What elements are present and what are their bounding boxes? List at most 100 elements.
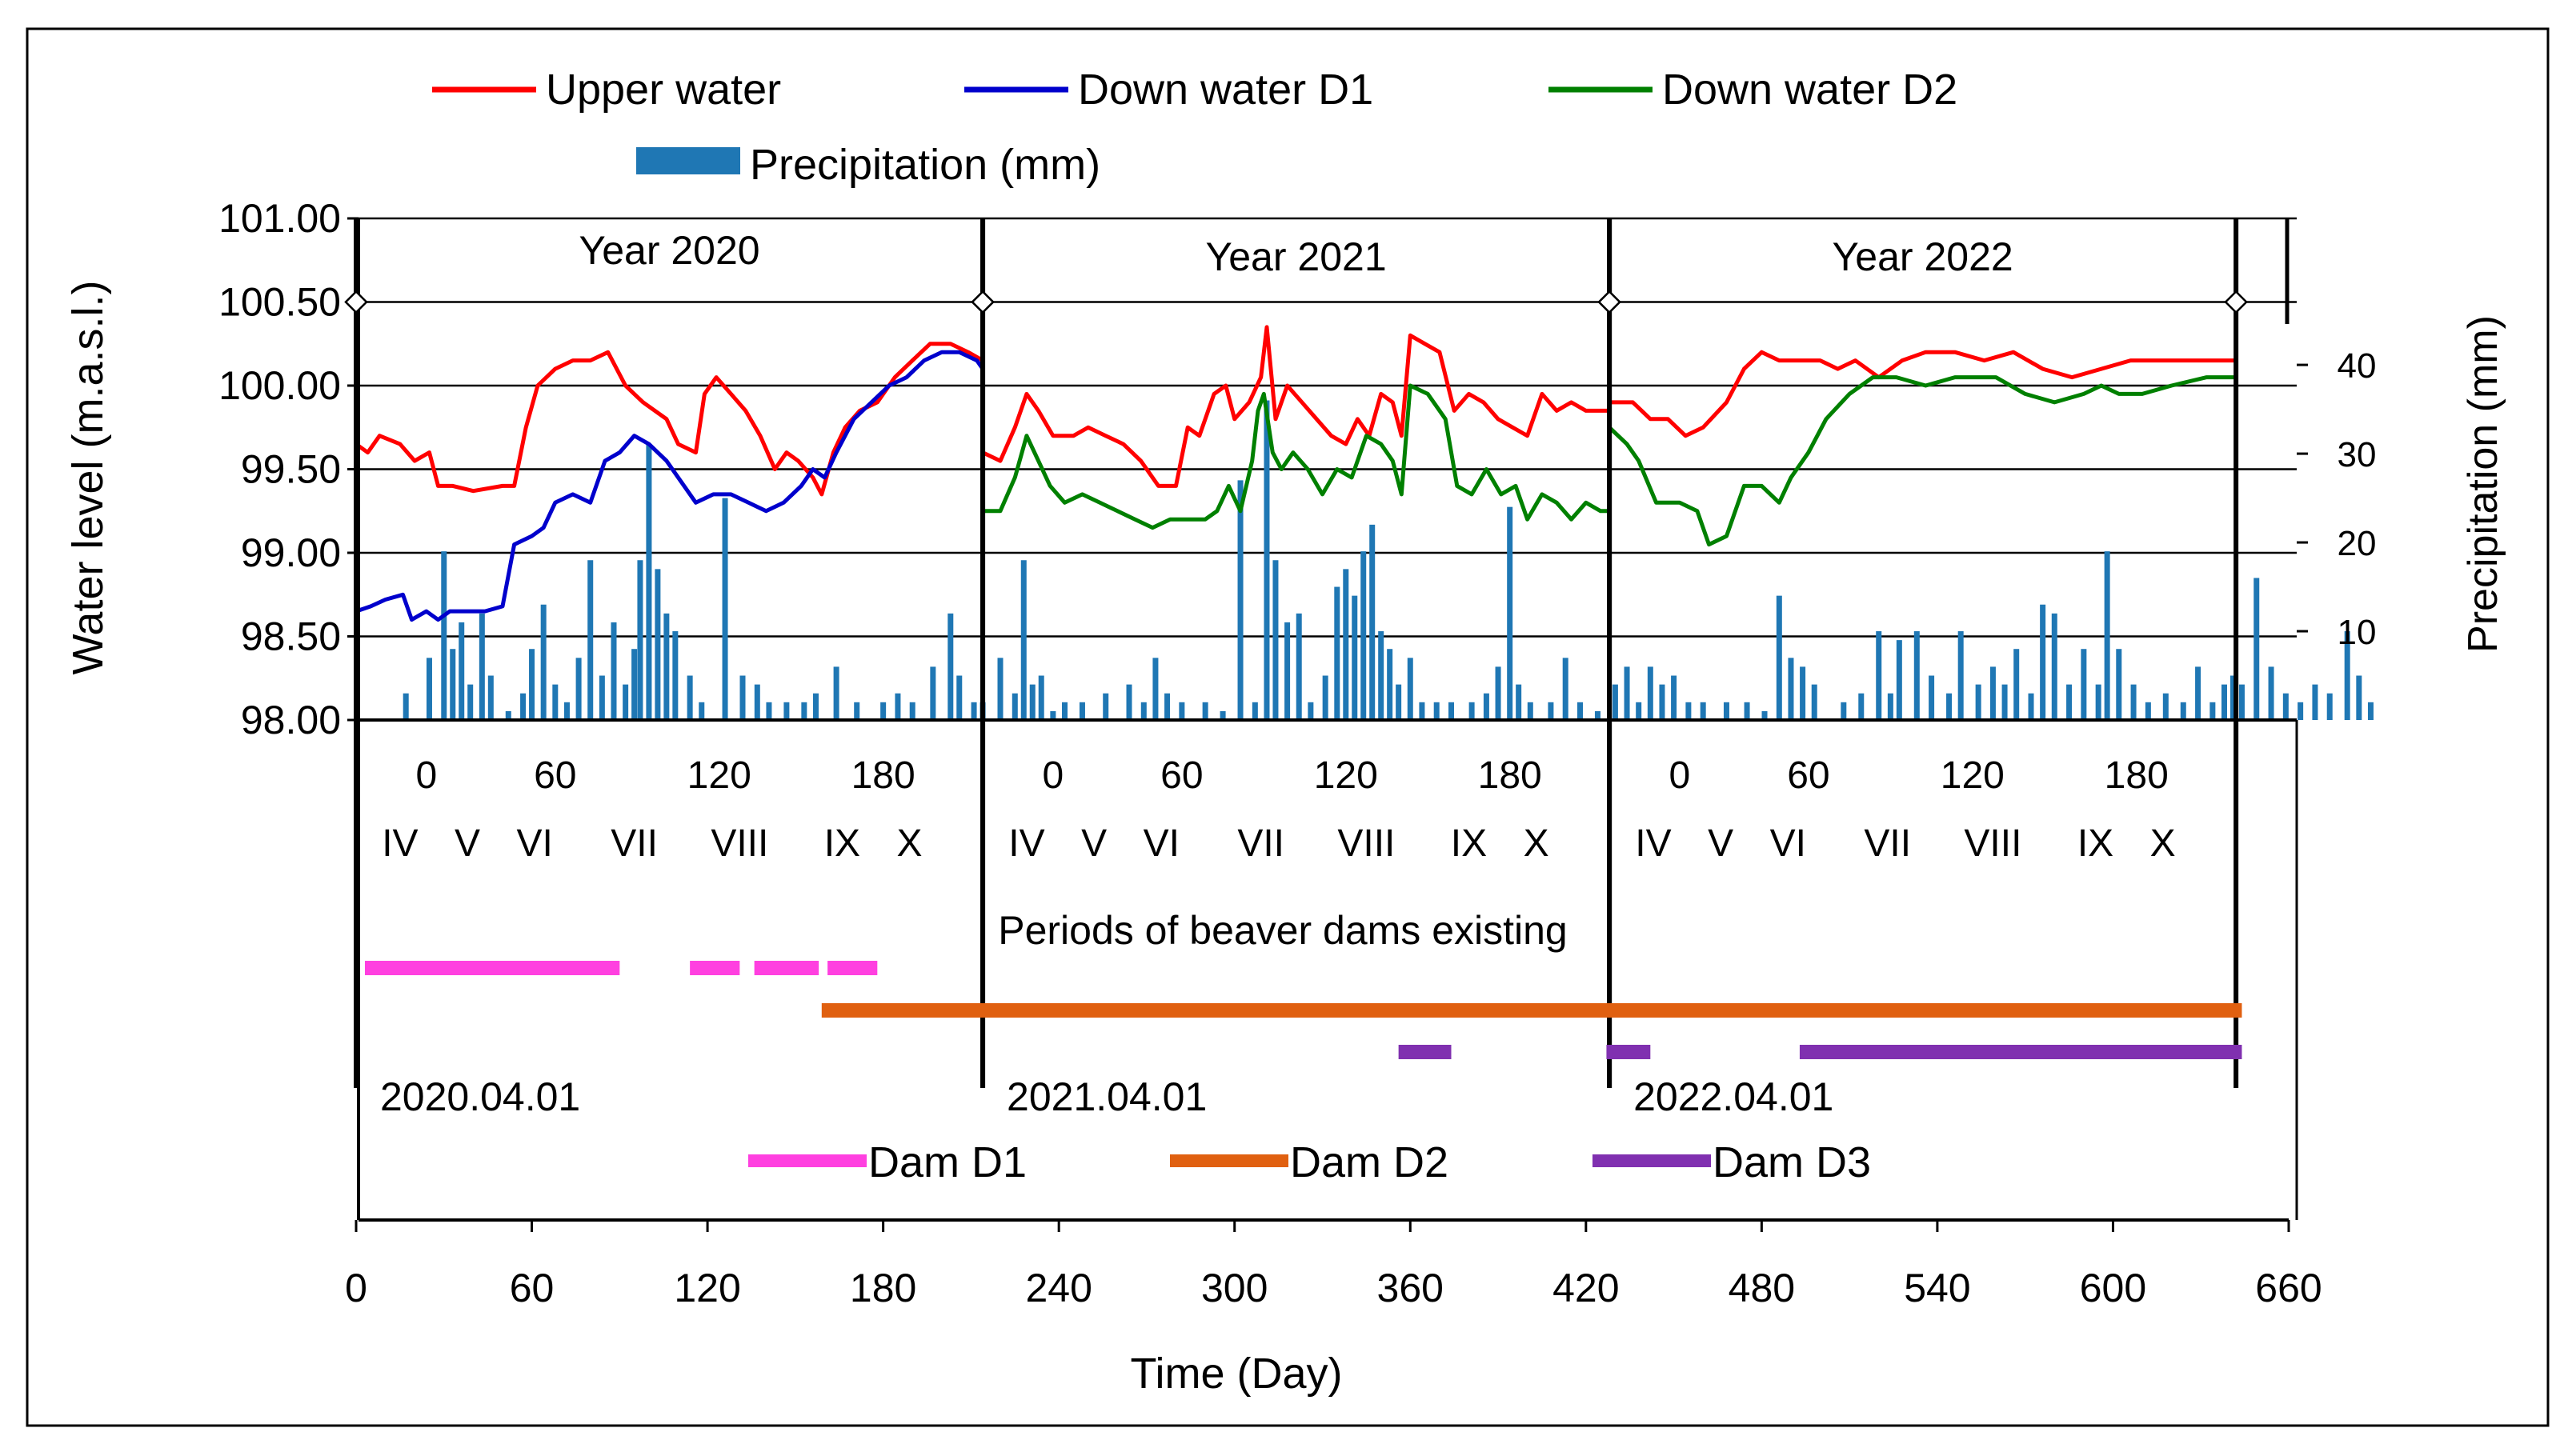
precipitation-bar	[2051, 613, 2057, 720]
precipitation-bar	[1378, 631, 1384, 720]
year-start-date: 2022.04.01	[1633, 1074, 1833, 1119]
y-right-tick-label: 10	[2338, 613, 2377, 652]
y-left-tick-label: 98.00	[241, 698, 341, 742]
precipitation-bar	[1264, 400, 1270, 720]
x-tick-label: 240	[1025, 1266, 1092, 1310]
precipitation-bar	[1896, 640, 1902, 720]
precipitation-bar	[1811, 684, 1817, 720]
precipitation-bar	[1448, 702, 1454, 720]
x-tick-label: 600	[2080, 1266, 2146, 1310]
series-line-down-water-d1	[355, 350, 985, 622]
precipitation-bar	[2116, 649, 2122, 720]
month-label: V	[1081, 822, 1107, 865]
precipitation-bar	[1516, 684, 1522, 720]
month-label: VI	[1770, 822, 1806, 865]
day-tick-label: 0	[1669, 754, 1691, 797]
year-start-date: 2021.04.01	[1007, 1074, 1207, 1119]
precipitation-bar	[459, 622, 465, 720]
precipitation-bar	[599, 675, 605, 720]
precipitation-bar	[1296, 613, 1302, 720]
precipitation-bar	[2268, 666, 2274, 720]
precipitation-bar	[487, 675, 494, 720]
precipitation-bar	[854, 702, 860, 720]
precipitation-bar	[2282, 693, 2289, 720]
precipitation-bar	[1369, 524, 1376, 720]
precipitation-bar	[1308, 702, 1314, 720]
precipitation-bar	[997, 658, 1004, 720]
day-tick-label: 0	[1043, 754, 1064, 797]
month-label: IX	[2077, 822, 2113, 865]
day-tick-label: 120	[687, 754, 751, 797]
y-left-tick-label: 100.00	[218, 363, 341, 408]
precipitation-bar	[739, 675, 746, 720]
precipitation-bar	[1334, 586, 1340, 720]
month-label: X	[897, 822, 923, 865]
precipitation-bar	[1396, 684, 1402, 720]
precipitation-bar	[1272, 560, 1279, 720]
precipitation-bar	[1220, 710, 1226, 720]
precipitation-bar	[1989, 666, 1996, 720]
x-tick-label: 480	[1729, 1266, 1795, 1310]
precipitation-bar	[1020, 560, 1027, 720]
chart-labels: 98.00 98.50 99.00 99.50 100.00 100.50 101.00 10…	[64, 196, 2506, 1398]
x-tick-label: 300	[1201, 1266, 1268, 1310]
precipitation-bar	[1659, 684, 1665, 720]
dam-periods	[364, 961, 2242, 1059]
x-tick-label: 60	[510, 1266, 555, 1310]
day-tick-label: 120	[1941, 754, 2005, 797]
precipitation-bar	[2081, 649, 2087, 720]
precipitation-bar	[2180, 702, 2186, 720]
precipitation-bar	[1744, 702, 1750, 720]
precipitation-bar	[1038, 675, 1044, 720]
precipitation-bar	[1284, 622, 1291, 720]
precipitation-bar	[2095, 684, 2101, 720]
precipitation-bar	[1495, 666, 1501, 720]
precipitation-bar	[1776, 595, 1782, 720]
x-tick-label: 0	[345, 1266, 367, 1310]
precipitation-bar	[2356, 675, 2362, 720]
precipitation-bar	[1103, 693, 1109, 720]
legend-label-upper-water: Upper water	[546, 66, 781, 114]
legend-swatch-precipitation-mm	[636, 147, 740, 174]
y-left-axis-title: Water level (m.a.s.l.)	[64, 280, 112, 674]
x-tick-label: 420	[1552, 1266, 1619, 1310]
precipitation-bar	[1179, 702, 1185, 720]
legend-label-dam-d1: Dam D1	[868, 1138, 1027, 1186]
precipitation-bar	[1352, 595, 1358, 720]
x-tick-label: 360	[1377, 1266, 1444, 1310]
precipitation-bar	[783, 702, 790, 720]
year-start-date: 2020.04.01	[380, 1074, 580, 1119]
precipitation-bar	[611, 622, 617, 720]
precipitation-bar	[575, 658, 582, 720]
precipitation-bar	[1012, 693, 1018, 720]
precipitation-bar	[2040, 604, 2046, 720]
precipitation-bar	[441, 551, 447, 720]
precipitation-bar	[1062, 702, 1068, 720]
precipitation-bar	[450, 649, 456, 720]
y-right-tick-label: 30	[2338, 435, 2377, 474]
precipitation-bar	[1946, 693, 1953, 720]
precipitation-bar	[2221, 684, 2227, 720]
day-tick-label: 60	[1160, 754, 1203, 797]
precipitation-bar	[1468, 702, 1475, 720]
precipitation-bar	[563, 702, 570, 720]
precipitation-bar	[812, 693, 819, 720]
precipitation-bar	[2253, 578, 2260, 720]
precipitation-bar	[1387, 649, 1393, 720]
year-boundary-marker	[971, 290, 995, 314]
month-label: VII	[1864, 822, 1911, 865]
precipitation-bar	[2195, 666, 2201, 720]
precipitation-bar	[1761, 710, 1768, 720]
precipitation-bar	[699, 702, 705, 720]
precipitation-bar	[1700, 702, 1706, 720]
precipitation-bar	[655, 569, 661, 720]
precipitation-bar	[529, 649, 535, 720]
day-tick-label: 180	[851, 754, 915, 797]
precipitation-bar	[801, 702, 807, 720]
precipitation-bar	[1913, 631, 1920, 720]
precipitation-bar	[1433, 702, 1440, 720]
precipitation-bar	[1360, 551, 1367, 720]
precipitation-bar	[2028, 693, 2034, 720]
year-title: Year 2020	[579, 228, 759, 273]
